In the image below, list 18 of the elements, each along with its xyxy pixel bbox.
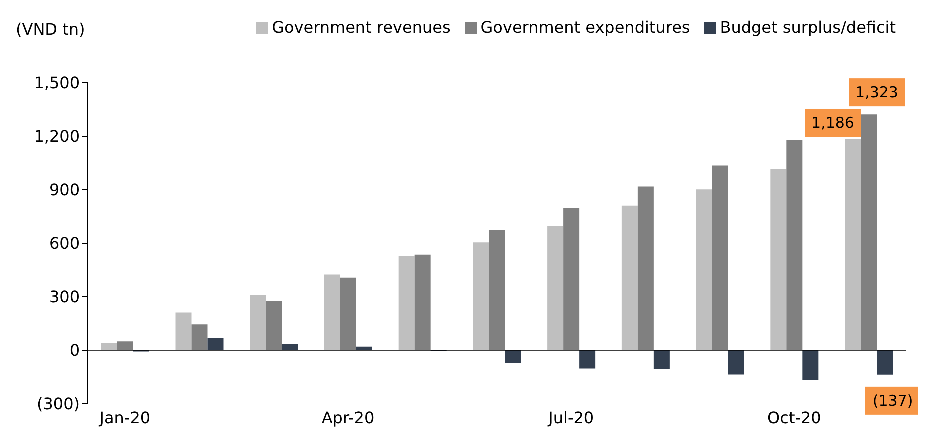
y-tick-label: 300 [49,288,80,307]
y-tick-label: (300) [36,394,80,414]
x-tick-label: Jan-20 [98,408,151,428]
legend-label: Government expenditures [480,18,690,37]
y-tick-label: 600 [49,234,80,254]
data-label: 1,323 [856,84,898,102]
data-label: 1,186 [812,114,854,132]
y-tick-label: 900 [49,180,80,200]
y-tick-label: 0 [70,341,80,360]
x-tick-label: Apr-20 [322,408,375,428]
y-tick-label: 1,500 [34,74,80,93]
data-label: (137) [872,392,914,410]
y-tick-label: 1,200 [34,127,80,146]
x-tick-label: Oct-20 [768,408,822,428]
x-tick-label: Jul-20 [548,408,594,428]
legend-label: Budget surplus/deficit [720,18,896,37]
y-axis-title: (VND tn) [16,20,86,39]
legend-label: Government revenues [272,18,451,37]
